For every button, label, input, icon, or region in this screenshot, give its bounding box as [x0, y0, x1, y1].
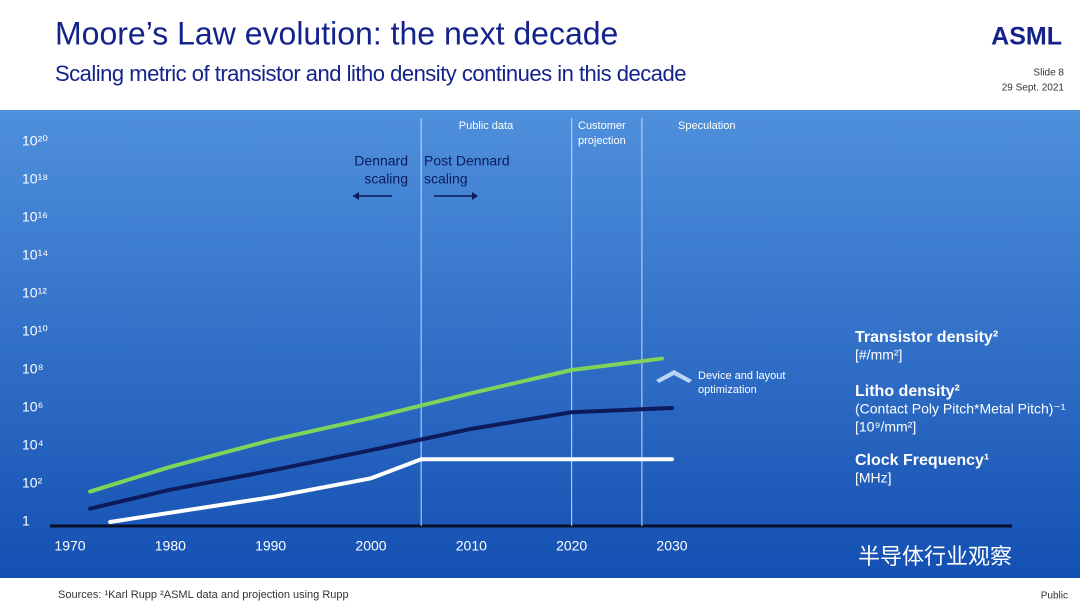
y-tick-label: 10⁴	[22, 437, 44, 453]
y-tick-label: 10¹⁶	[22, 209, 48, 225]
x-tick-label: 1970	[54, 538, 85, 554]
region-label: projection	[578, 135, 626, 147]
watermark: 半导体行业观察	[858, 544, 1012, 569]
legend-units: (Contact Poly Pitch*Metal Pitch)⁻¹	[855, 401, 1066, 417]
y-tick-label: 10¹⁸	[22, 171, 48, 187]
legend-units: [#/mm²]	[855, 347, 902, 363]
x-tick-label: 1980	[155, 538, 186, 554]
title: Moore’s Law evolution: the next decade	[55, 15, 618, 51]
annotation: Dennard	[354, 153, 408, 169]
legend-label: Clock Frequency¹	[855, 452, 989, 469]
y-tick-label: 10²⁰	[22, 133, 48, 149]
region-label: Public data	[459, 120, 514, 132]
series-line	[88, 356, 664, 494]
y-tick-label: 10⁶	[22, 399, 43, 415]
annotation: Device and layout	[698, 370, 785, 382]
y-tick-label: 10²	[22, 475, 43, 491]
region-label: Customer	[578, 120, 626, 132]
annotation: scaling	[424, 171, 468, 187]
x-tick-label: 2010	[456, 538, 487, 554]
legend-units: [MHz]	[855, 470, 892, 486]
y-tick-label: 10¹⁰	[22, 323, 48, 339]
classification: Public	[1041, 591, 1068, 602]
y-tick-label: 10¹⁴	[22, 247, 48, 263]
x-tick-label: 2030	[656, 538, 687, 554]
logo: ASML	[991, 23, 1062, 51]
series-line	[108, 457, 674, 524]
slide-number: Slide 8	[1033, 68, 1064, 79]
annotation: optimization	[698, 384, 757, 396]
annotation: scaling	[364, 171, 408, 187]
y-tick-label: 10¹²	[22, 285, 47, 301]
series-line	[88, 406, 674, 511]
arrow-head	[472, 192, 478, 200]
arrow-head	[353, 192, 359, 200]
legend-units: [10⁹/mm²]	[855, 419, 916, 435]
annotation: Post Dennard	[424, 153, 510, 169]
subtitle: Scaling metric of transistor and litho d…	[55, 61, 686, 86]
region-label: Speculation	[678, 120, 736, 132]
legend-label: Transistor density²	[855, 329, 998, 346]
legend-label: Litho density²	[855, 383, 960, 400]
y-tick-label: 1	[22, 513, 30, 529]
optimization-icon	[656, 370, 692, 383]
x-tick-label: 2020	[556, 538, 587, 554]
chart-background	[0, 110, 1080, 578]
x-tick-label: 1990	[255, 538, 286, 554]
date: 29 Sept. 2021	[1002, 83, 1065, 94]
y-tick-label: 10⁸	[22, 361, 44, 377]
sources: Sources: ¹Karl Rupp ²ASML data and proje…	[58, 589, 349, 601]
x-tick-label: 2000	[355, 538, 386, 554]
